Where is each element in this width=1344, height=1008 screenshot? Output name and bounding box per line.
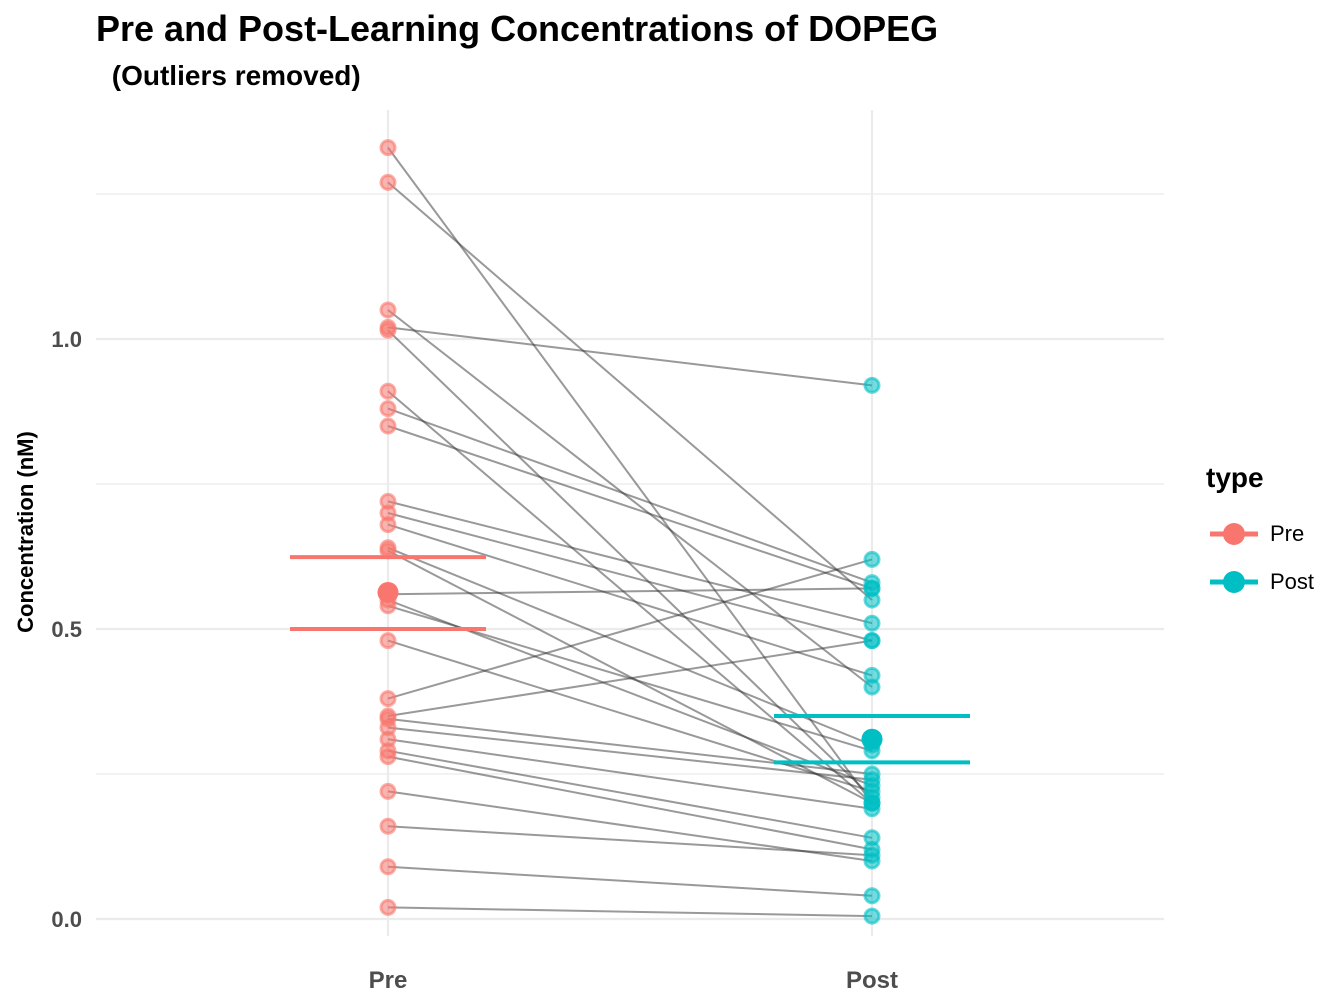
legend-key-pre (1210, 523, 1258, 545)
pair-line (387, 717, 873, 775)
pair-line (387, 639, 873, 793)
x-tick-label: Post (846, 967, 898, 994)
legend-item-pre: Pre (1206, 510, 1314, 558)
post-point (863, 907, 881, 925)
post-point (863, 376, 881, 394)
pre-point (379, 301, 397, 319)
chart-subtitle: (Outliers removed) (104, 60, 361, 91)
pre-point (379, 321, 397, 339)
pair-line (387, 181, 873, 601)
pair-line (387, 558, 873, 700)
pair-line (387, 407, 873, 584)
post-point (863, 632, 881, 650)
legend-label-pre: Pre (1270, 521, 1305, 546)
pair-line (387, 512, 873, 642)
pre-point (379, 400, 397, 418)
post-point (863, 771, 881, 789)
pair-line (387, 500, 873, 625)
chart-title: Pre and Post-Learning Concentrations of … (96, 8, 939, 49)
pre-point (379, 690, 397, 708)
pre-point (379, 748, 397, 766)
legend-label-post: Post (1270, 569, 1315, 594)
post-point (863, 614, 881, 632)
axes: 0.0 0.5 1.0 Pre Post (51, 327, 898, 994)
pair-line (387, 738, 873, 810)
pre-point (379, 858, 397, 876)
pre-point (379, 898, 397, 916)
pre-point (379, 782, 397, 800)
post-point (863, 579, 881, 597)
pre-point (379, 173, 397, 191)
y-axis-label: Concentration (nM) (13, 431, 38, 633)
pre-point (379, 817, 397, 835)
pair-line (387, 906, 873, 918)
post-point (863, 846, 881, 864)
pair-lines (387, 147, 873, 918)
pre-point (379, 382, 397, 400)
y-tick-label: 0.5 (51, 617, 82, 642)
mean-point-post (861, 728, 883, 750)
pair-line (387, 329, 873, 798)
summary-markers (290, 555, 970, 765)
pair-line (387, 425, 873, 590)
mean-point-pre (377, 581, 399, 603)
pair-line (387, 390, 873, 804)
pair-line (387, 865, 873, 897)
pair-line (387, 309, 873, 688)
y-tick-label: 1.0 (51, 327, 82, 352)
pair-line (387, 326, 873, 387)
pair-line (387, 755, 873, 851)
legend-title: type (1206, 462, 1264, 493)
data-points (379, 139, 881, 925)
post-point (863, 800, 881, 818)
pair-line (387, 546, 873, 746)
pair-line (387, 726, 873, 781)
legend: type Pre Post (1206, 462, 1314, 606)
pre-point (379, 632, 397, 650)
pair-line (387, 587, 873, 596)
pre-point (379, 516, 397, 534)
pair-line (387, 523, 873, 677)
pre-point (379, 139, 397, 157)
post-point (863, 887, 881, 905)
post-point (863, 666, 881, 684)
y-tick-label: 0.0 (51, 907, 82, 932)
pair-line (387, 639, 873, 717)
legend-item-post: Post (1206, 558, 1314, 606)
legend-key-post (1210, 571, 1258, 593)
grid-layer (96, 110, 1164, 936)
pair-line (387, 749, 873, 839)
pre-point (379, 417, 397, 435)
x-tick-label: Pre (369, 967, 408, 994)
post-point (863, 550, 881, 568)
pair-line (387, 825, 873, 857)
pair-line (387, 147, 873, 804)
